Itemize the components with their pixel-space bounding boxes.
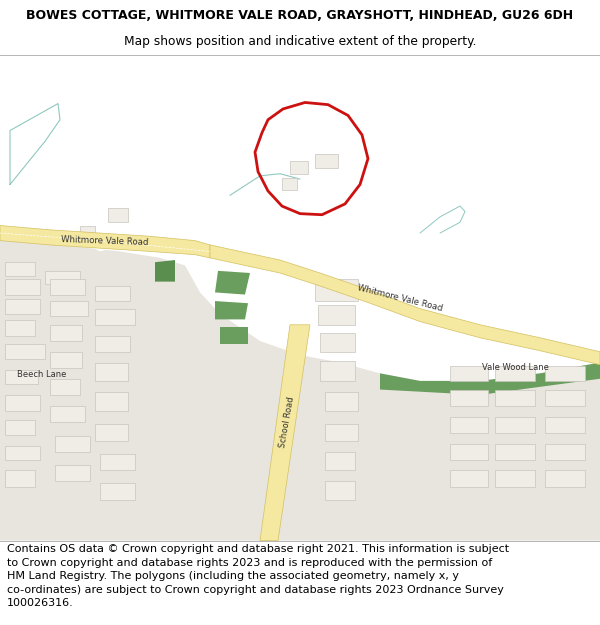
Polygon shape	[325, 392, 358, 411]
Polygon shape	[55, 465, 90, 481]
Circle shape	[67, 122, 123, 182]
Polygon shape	[50, 279, 85, 294]
Polygon shape	[380, 362, 600, 395]
Polygon shape	[155, 260, 175, 282]
Polygon shape	[50, 325, 82, 341]
Polygon shape	[5, 344, 45, 359]
Polygon shape	[55, 436, 90, 452]
Text: Whitmore Vale Road: Whitmore Vale Road	[356, 283, 443, 312]
Text: Vale Wood Lane: Vale Wood Lane	[482, 362, 548, 371]
Polygon shape	[495, 416, 535, 432]
Polygon shape	[315, 279, 358, 301]
Polygon shape	[0, 226, 210, 258]
Polygon shape	[325, 481, 355, 499]
Polygon shape	[100, 454, 135, 471]
Polygon shape	[50, 406, 85, 422]
Polygon shape	[545, 416, 585, 432]
Polygon shape	[5, 321, 35, 336]
Polygon shape	[260, 325, 310, 541]
Polygon shape	[290, 161, 308, 174]
Polygon shape	[5, 420, 35, 435]
Polygon shape	[5, 370, 38, 384]
Polygon shape	[108, 208, 128, 222]
Polygon shape	[450, 416, 488, 432]
Polygon shape	[5, 262, 35, 276]
Polygon shape	[5, 299, 40, 314]
Polygon shape	[95, 392, 128, 411]
Polygon shape	[545, 366, 585, 381]
Polygon shape	[495, 444, 535, 460]
Text: BOWES COTTAGE, WHITMORE VALE ROAD, GRAYSHOTT, HINDHEAD, GU26 6DH: BOWES COTTAGE, WHITMORE VALE ROAD, GRAYS…	[26, 9, 574, 22]
Polygon shape	[85, 182, 102, 206]
Polygon shape	[248, 101, 372, 228]
Polygon shape	[5, 279, 40, 294]
Polygon shape	[215, 271, 250, 294]
Polygon shape	[5, 446, 40, 460]
Polygon shape	[95, 362, 128, 381]
Polygon shape	[318, 306, 355, 325]
Polygon shape	[210, 245, 600, 365]
Polygon shape	[5, 395, 40, 411]
Text: Map shows position and indicative extent of the property.: Map shows position and indicative extent…	[124, 35, 476, 48]
Polygon shape	[100, 483, 135, 499]
Polygon shape	[390, 55, 600, 152]
Polygon shape	[320, 333, 355, 352]
Polygon shape	[495, 389, 535, 406]
Polygon shape	[495, 471, 535, 487]
Polygon shape	[450, 444, 488, 460]
Polygon shape	[220, 327, 248, 344]
Polygon shape	[95, 286, 130, 301]
Polygon shape	[50, 379, 80, 395]
Text: School Road: School Road	[278, 396, 296, 448]
Polygon shape	[50, 301, 88, 316]
Text: Beech Lane: Beech Lane	[17, 370, 67, 379]
Polygon shape	[282, 178, 297, 190]
Polygon shape	[95, 309, 135, 325]
Polygon shape	[545, 389, 585, 406]
Polygon shape	[70, 182, 135, 251]
Text: Contains OS data © Crown copyright and database right 2021. This information is : Contains OS data © Crown copyright and d…	[7, 544, 509, 608]
Polygon shape	[325, 424, 358, 441]
Polygon shape	[0, 241, 600, 541]
Polygon shape	[450, 389, 488, 406]
Text: Whitmore Vale Road: Whitmore Vale Road	[61, 234, 149, 247]
Polygon shape	[450, 471, 488, 487]
Polygon shape	[545, 444, 585, 460]
Polygon shape	[415, 77, 600, 244]
Polygon shape	[45, 271, 80, 284]
Polygon shape	[215, 301, 248, 319]
Polygon shape	[315, 154, 338, 168]
Polygon shape	[95, 424, 128, 441]
Polygon shape	[545, 471, 585, 487]
Polygon shape	[325, 452, 355, 471]
Polygon shape	[50, 352, 82, 368]
Polygon shape	[495, 366, 535, 381]
Polygon shape	[95, 336, 130, 352]
Polygon shape	[450, 366, 488, 381]
Polygon shape	[80, 226, 95, 236]
Polygon shape	[320, 361, 355, 381]
Polygon shape	[5, 471, 35, 487]
